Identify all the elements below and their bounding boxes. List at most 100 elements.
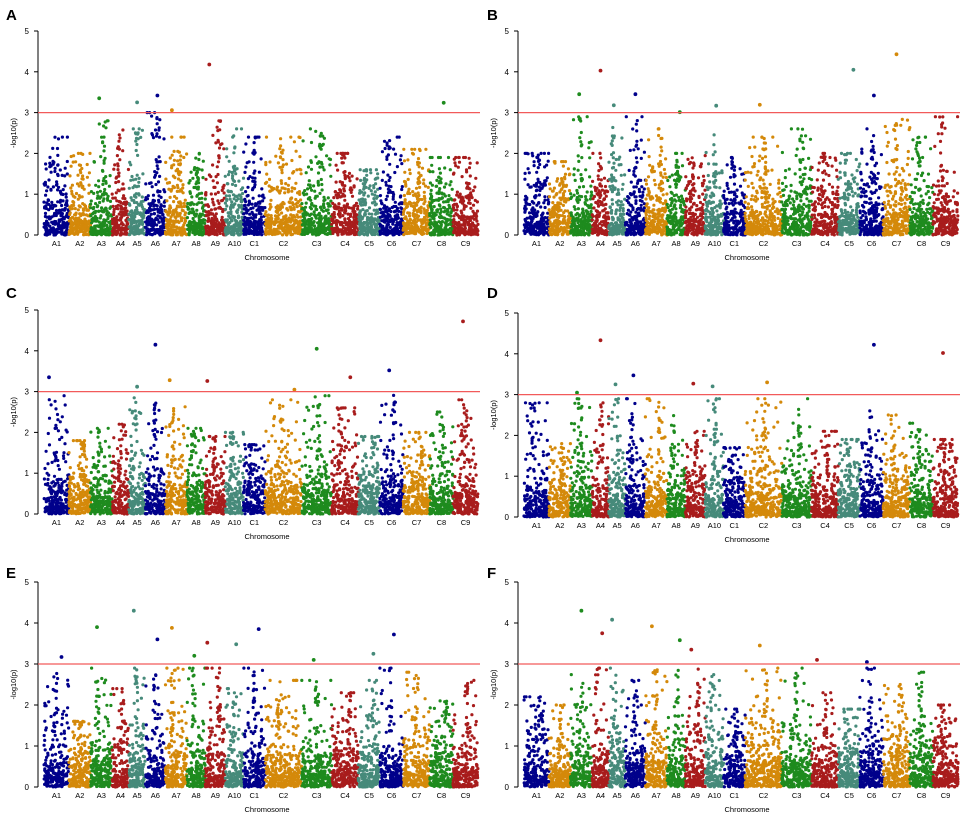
data-point [274, 221, 277, 224]
data-point [65, 214, 68, 217]
data-point [213, 208, 216, 211]
data-point [54, 204, 57, 207]
data-point [95, 220, 98, 223]
data-point [302, 139, 305, 142]
data-point [68, 174, 71, 177]
data-point [53, 170, 56, 173]
data-point [86, 163, 89, 166]
data-point [226, 182, 229, 185]
data-point [294, 182, 297, 185]
data-point [148, 230, 151, 233]
data-point [185, 152, 188, 155]
data-point [256, 220, 259, 223]
data-point [219, 206, 222, 209]
data-point [163, 205, 166, 208]
data-point [46, 185, 49, 188]
data-point [264, 227, 267, 230]
data-point [246, 209, 249, 212]
data-point [296, 226, 299, 229]
data-point [204, 225, 207, 228]
data-point [133, 215, 136, 218]
data-point [65, 196, 68, 199]
data-point [260, 157, 263, 160]
data-point [52, 231, 55, 234]
data-point [292, 214, 295, 217]
data-point [179, 188, 182, 191]
data-point [260, 219, 263, 222]
data-point [193, 226, 196, 229]
data-point [269, 223, 272, 226]
data-point [65, 199, 68, 202]
data-point [71, 224, 74, 227]
data-point [230, 190, 233, 193]
data-point [279, 155, 282, 158]
data-point [115, 226, 118, 229]
data-point [244, 190, 247, 193]
data-point [242, 151, 245, 154]
data-point [285, 233, 288, 236]
data-point [197, 177, 200, 180]
data-point [282, 187, 285, 190]
data-point [58, 227, 61, 230]
data-point [150, 208, 153, 211]
data-point [217, 221, 220, 224]
data-point [231, 183, 234, 186]
data-point [200, 192, 203, 195]
data-point [108, 185, 111, 188]
y-tick-label: 2 [25, 149, 30, 158]
data-point [104, 157, 107, 160]
data-point [208, 173, 211, 176]
data-point [228, 170, 231, 173]
data-point [233, 180, 236, 183]
data-point [213, 186, 216, 189]
data-point [268, 178, 271, 181]
data-point [134, 178, 137, 181]
data-point [172, 175, 175, 178]
data-point [238, 233, 241, 236]
data-point [65, 192, 68, 195]
y-axis-label: -log10(p) [9, 117, 18, 148]
data-point [131, 211, 134, 214]
data-point [268, 160, 271, 163]
data-point [253, 153, 256, 156]
data-point [64, 207, 67, 210]
data-point [45, 231, 48, 234]
data-point [184, 199, 187, 202]
data-point [276, 186, 279, 189]
data-point [248, 201, 251, 204]
data-point [130, 196, 133, 199]
data-point [137, 181, 140, 184]
data-point [75, 217, 78, 220]
data-point [76, 227, 79, 230]
data-point [194, 186, 197, 189]
data-point [61, 212, 64, 215]
data-point [224, 202, 227, 205]
data-point [178, 151, 181, 154]
data-point [309, 159, 312, 162]
data-point [56, 200, 59, 203]
data-point [47, 208, 50, 211]
data-point [298, 155, 301, 158]
data-point [117, 171, 120, 174]
data-point [134, 140, 137, 143]
data-point [94, 215, 97, 218]
data-point [111, 233, 114, 236]
data-point [159, 160, 162, 163]
data-point [82, 178, 85, 181]
data-point [181, 183, 184, 186]
data-point [217, 154, 220, 157]
data-point [118, 158, 121, 161]
data-point [312, 184, 315, 187]
data-point [70, 165, 73, 168]
data-point [168, 207, 171, 210]
data-point [219, 120, 222, 123]
data-point [214, 192, 217, 195]
data-point [248, 175, 251, 178]
data-point [298, 193, 301, 196]
data-point [275, 206, 278, 209]
data-point [260, 229, 263, 232]
data-point [313, 220, 316, 223]
data-point [278, 147, 281, 150]
data-point [66, 172, 69, 175]
data-point [199, 219, 202, 222]
